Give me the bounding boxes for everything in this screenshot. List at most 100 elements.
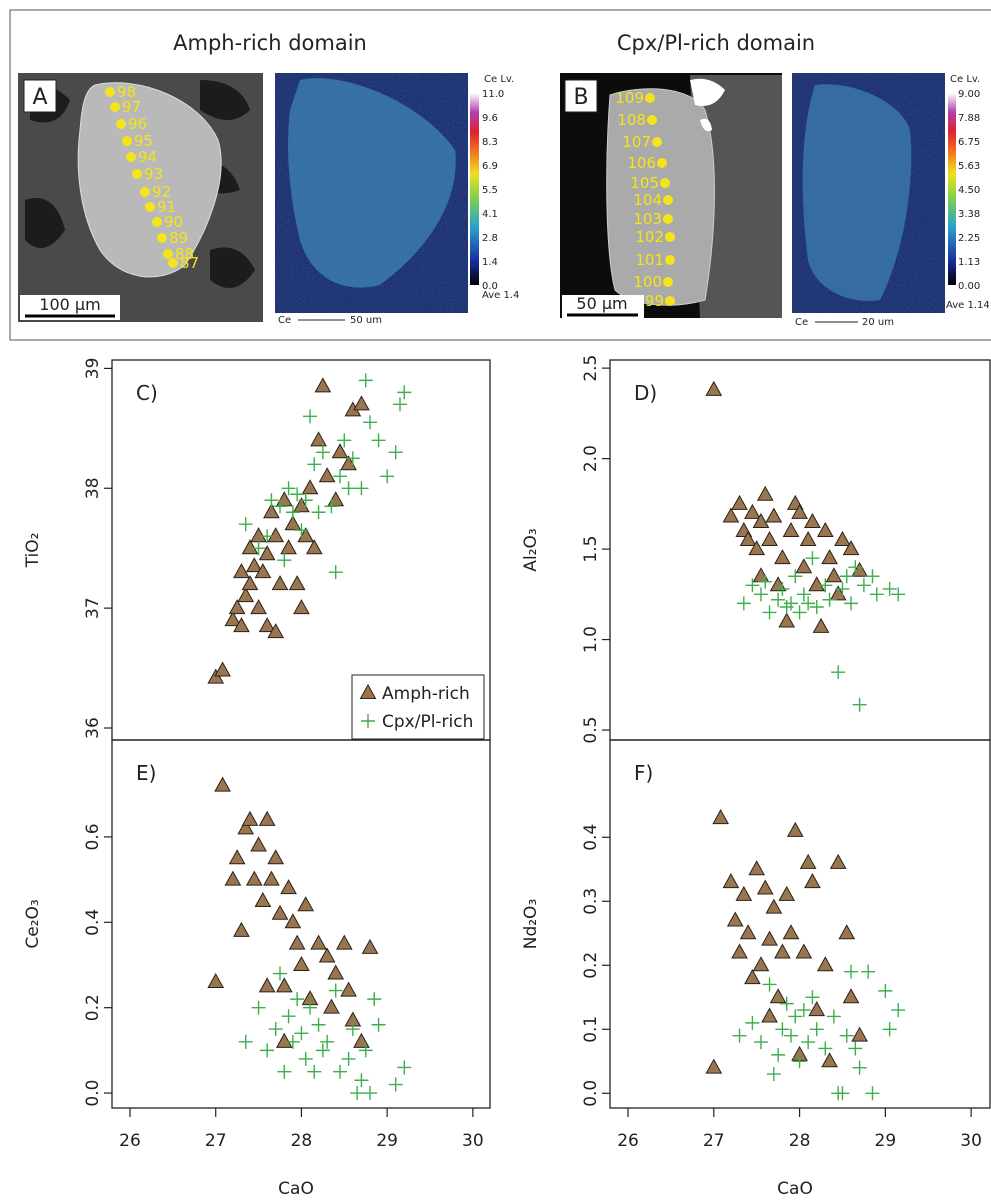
triangle-point (267, 849, 285, 865)
triangle-point (778, 885, 796, 901)
triangle-point (353, 1032, 370, 1048)
plus-point (856, 578, 871, 593)
plus-point (771, 592, 786, 607)
triangle-point (318, 947, 336, 963)
plus-point (311, 505, 326, 520)
plus-point (337, 433, 352, 448)
analysis-spot (157, 233, 167, 243)
image-frame (9, 9, 991, 341)
triangle-point (233, 617, 250, 633)
y-axis-label: Nd₂O₃ (521, 899, 541, 950)
x-tick-label: 28 (291, 1131, 313, 1151)
plus-point (320, 1034, 335, 1049)
triangle-point (237, 587, 255, 603)
triangle-point (825, 567, 843, 583)
colorbar-label: 3.38 (958, 209, 980, 220)
plus-point (268, 1022, 283, 1037)
plus-point (303, 409, 317, 424)
plus-point (290, 992, 305, 1007)
x-tick-label: 30 (960, 1131, 982, 1151)
triangle-point (816, 521, 834, 537)
triangle-point (288, 934, 306, 950)
spot-label: 108 (617, 111, 646, 129)
element-map: Ce Lv. Ave 1.14 Ce 20 um (792, 73, 990, 328)
plus-point (775, 1022, 790, 1037)
plus-point (380, 469, 395, 484)
y-tick-label: 0.2 (581, 952, 601, 979)
triangle-point (722, 507, 740, 523)
y-tick-label: 2.0 (581, 445, 601, 472)
map-element: Ce (278, 315, 291, 326)
triangle-point (271, 904, 289, 920)
colorbar-average: Ave 1.14 (946, 300, 990, 311)
plus-point (277, 553, 292, 568)
analysis-spot (663, 277, 673, 287)
plus-point (745, 578, 760, 593)
triangle-point (842, 988, 860, 1004)
triangle-point (795, 558, 813, 574)
colorbar-label: 8.3 (482, 137, 498, 148)
plus-point (393, 397, 407, 412)
spot-label: 88 (175, 245, 194, 263)
triangle-point (761, 531, 778, 547)
y-tick-label: 1.5 (581, 536, 601, 563)
plus-point (354, 481, 369, 496)
spot-label: 105 (630, 174, 659, 192)
plus-point (869, 587, 884, 602)
y-axis-label: Ce₂O₃ (23, 899, 43, 948)
plus-point (315, 445, 330, 460)
spot-label: 94 (138, 148, 157, 166)
triangle-point (280, 539, 297, 555)
plus-point (251, 541, 266, 556)
triangle-point (267, 623, 285, 639)
plus-point (333, 469, 347, 484)
triangle-point (791, 503, 808, 519)
spot-label: 100 (633, 273, 662, 291)
triangle-point (275, 491, 293, 507)
triangle-point (275, 1032, 293, 1048)
colorbar-label: 2.25 (958, 233, 980, 244)
triangle-point (327, 964, 345, 980)
triangle-point (774, 549, 791, 565)
analysis-spot (132, 169, 142, 179)
analysis-spot (665, 296, 675, 306)
plus-point (328, 565, 343, 580)
x-tick-label: 28 (789, 1131, 811, 1151)
plus-point (745, 1015, 760, 1030)
plus-point (294, 1026, 309, 1041)
triangle-point (765, 898, 783, 914)
triangle-point (739, 924, 757, 940)
triangle-point (207, 973, 225, 989)
colorbar-label: 9.6 (482, 113, 498, 124)
y-tick-label: 0.0 (581, 1080, 601, 1107)
triangle-point (233, 921, 250, 937)
triangle-point (359, 683, 377, 699)
plus-point (350, 1086, 365, 1101)
triangle-point (318, 467, 336, 483)
x-tick-label: 27 (703, 1131, 725, 1151)
plus-point (264, 493, 279, 508)
plus-point (792, 1054, 807, 1069)
triangle-point (712, 809, 730, 825)
analysis-spot (660, 178, 670, 188)
panel-label: D) (634, 381, 657, 405)
plus-point (796, 587, 811, 602)
plus-point (826, 1009, 841, 1024)
triangle-point (851, 1026, 868, 1042)
plot-frame (111, 739, 491, 1109)
y-tick-label: 0.4 (581, 824, 601, 851)
analysis-spot (116, 119, 126, 129)
analysis-spot (665, 255, 675, 265)
analysis-spot (652, 137, 662, 147)
y-tick-label: 38 (83, 477, 103, 499)
plus-point (835, 581, 850, 596)
plus-point (290, 487, 305, 502)
plus-point (839, 569, 854, 584)
panel-label: C) (136, 381, 158, 405)
plus-point (345, 1022, 360, 1037)
x-tick-label: 26 (119, 1131, 141, 1151)
triangle-point (361, 938, 379, 954)
x-tick-label: 27 (205, 1131, 227, 1151)
y-tick-label: 0.4 (83, 909, 103, 936)
